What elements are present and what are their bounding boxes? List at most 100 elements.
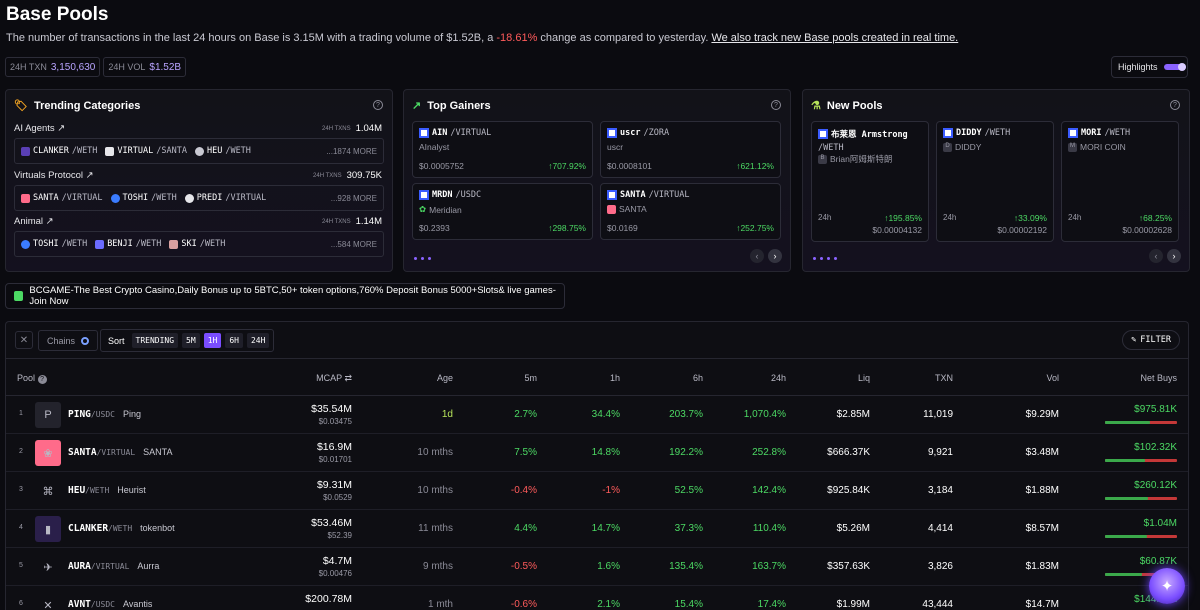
mcap-value: $4.7M [322,555,352,567]
pool-name[interactable]: HEU/WETH Heurist [68,485,146,496]
ad-text[interactable]: BCGAME-The Best Crypto Casino,Daily Bonu… [29,285,556,307]
carousel-dots[interactable] [414,257,431,260]
help-icon[interactable]: ? [37,375,47,384]
dot[interactable] [421,257,424,260]
category-token-row[interactable]: SANTA/VIRTUAL TOSHI/WETH PREDI/VIRTUAL .… [14,185,384,211]
category-label[interactable]: Virtuals Protocol ↗ [14,170,94,181]
gainer-card[interactable]: SANTA/VIRTUAL SANTA $0.0169 ↑252.75% [600,183,781,240]
token-icon [105,146,115,156]
token-chip[interactable]: CLANKER/WETH [21,146,97,156]
chains-selector[interactable]: Chains [38,330,99,351]
sort-1h[interactable]: 1H [203,333,222,348]
dot[interactable] [834,257,837,260]
help-icon[interactable]: ? [771,100,781,110]
token-chip[interactable]: TOSHI/WETH [110,193,177,203]
sort-5m[interactable]: 5M [182,333,200,348]
highlights-toggle[interactable]: Highlights [1111,56,1188,78]
gainer-card[interactable]: uscr/ZORA uscr $0.0008101 ↑621.12% [600,121,781,178]
pair-base: MORI [1081,128,1102,138]
pool-name[interactable]: SANTA/VIRTUAL SANTA [68,447,172,458]
token-icon [21,239,30,249]
pool-quote: /USDC [90,600,115,609]
token-quote: /VIRTUAL [225,193,267,203]
ad-banner[interactable]: BCGAME-The Best Crypto Casino,Daily Bonu… [5,283,565,309]
table-row[interactable]: 3 ⌘ HEU/WETH Heurist $9.31M $0.0529 10 mt… [6,472,1188,510]
col-24h[interactable]: 24h [770,373,786,383]
sort-24h[interactable]: 24H [246,333,270,348]
pool-name[interactable]: AURA/VIRTUAL Aurra [68,561,159,572]
new-pool-card[interactable]: 布莱恩 Armstrong/WETH B Brian阿姆斯特朗 24h ↑195.… [811,121,929,242]
more-link[interactable]: ...584 MORE [330,239,377,249]
token-chip[interactable]: PREDI/VIRTUAL [184,193,267,203]
new-pool-card[interactable]: MORI/WETH M MORI COIN 24h ↑68.25% $0.0000… [1061,121,1179,242]
token-logo: ▮ [35,516,61,542]
assistant-button[interactable]: ✦ [1149,568,1185,604]
chevron-right-icon[interactable]: › [768,249,782,263]
token-chip[interactable]: VIRTUAL/SANTA [105,146,187,156]
table-row[interactable]: 5 ✈ AURA/VIRTUAL Aurra $4.7M $0.00476 9 m… [6,548,1188,586]
filter-button[interactable]: ✎ FILTER [1122,330,1180,350]
more-link[interactable]: ...928 MORE [330,193,377,203]
subtitle-text-2: change as compared to yesterday. [537,32,712,44]
sort-trending[interactable]: TRENDING [131,333,179,348]
token-chip[interactable]: SANTA/VIRTUAL [21,193,103,203]
new-pools-link[interactable]: We also track new Base pools created in … [711,32,959,44]
col-txn[interactable]: TXN [935,373,953,383]
dot[interactable] [827,257,830,260]
chevron-right-icon[interactable]: › [1167,249,1181,263]
category-label[interactable]: Animal ↗ [14,216,54,227]
table-row[interactable]: 4 ▮ CLANKER/WETH tokenbot $53.46M $52.39 … [6,510,1188,548]
gainer-card[interactable]: MRDN/USDC ✿ Meridian $0.2393 ↑298.75% [412,183,593,240]
col-vol[interactable]: Vol [1046,373,1059,383]
row-index: 3 [19,486,23,493]
col-mcap[interactable]: MCAP ⇄ [316,373,352,384]
category-token-row[interactable]: CLANKER/WETH VIRTUAL/SANTA HEU/WETH ...1… [14,138,384,164]
trend-up-icon: ↗ [412,100,422,112]
dot[interactable] [428,257,431,260]
chevron-left-icon[interactable]: ‹ [750,249,764,263]
col-6h[interactable]: 6h [692,373,703,383]
chevron-left-icon[interactable]: ‹ [1149,249,1163,263]
pool-name[interactable]: CLANKER/WETH tokenbot [68,523,175,534]
carousel-arrows: ‹ › [1149,249,1181,263]
change-24h: 110.4% [752,523,786,534]
toggle-switch[interactable] [1163,63,1186,71]
col-net-buys[interactable]: Net Buys [1140,373,1177,383]
dot[interactable] [820,257,823,260]
col-pool[interactable]: Pool ? [17,373,47,384]
more-link[interactable]: ...1874 MORE [326,146,377,156]
sort-6h[interactable]: 6H [225,333,243,348]
dot[interactable] [414,257,417,260]
col-1h[interactable]: 1h [609,373,620,383]
col-age[interactable]: Age [436,373,453,383]
carousel-dots[interactable] [813,257,837,260]
pool-name[interactable]: AVNT/USDC Avantis [68,599,152,610]
token-chip[interactable]: BENJI/WETH [95,239,161,249]
table-row[interactable]: 6 ✕ AVNT/USDC Avantis $200.78M 1 mth -0.6… [6,586,1188,610]
swap-icon[interactable]: ⇄ [344,373,352,383]
token-chip[interactable]: HEU/WETH [194,146,251,156]
new-pool-card[interactable]: DIDDY/WETH D DIDDY 24h ↑33.09% $0.0000219… [936,121,1054,242]
help-icon[interactable]: ? [373,100,383,110]
table-row[interactable]: 2 ❀ SANTA/VIRTUAL SANTA $16.9M $0.01701 1… [6,434,1188,472]
dot[interactable] [813,257,816,260]
txn-count: 11,019 [923,409,953,420]
category-token-row[interactable]: TOSHI/WETH BENJI/WETH SKI/WETH ...584 MO… [14,231,384,257]
table-row[interactable]: 1 P PING/USDC Ping $35.54M $0.03475 1d 2.… [6,396,1188,434]
token-quote: /WETH [135,239,162,249]
pool-token-name: Aurra [137,561,160,571]
token-logo: ⌘ [35,478,61,504]
token-chip[interactable]: SKI/WETH [169,239,225,249]
help-icon[interactable]: ? [1170,100,1180,110]
token-price: $0.00002192 [997,225,1047,235]
col-liq[interactable]: Liq [857,373,870,383]
pool-token-name: Heurist [117,485,146,495]
col-5m[interactable]: 5m [524,373,537,383]
pair-name: AIN/VIRTUAL [419,128,491,138]
token-icon [818,129,828,139]
pool-name[interactable]: PING/USDC Ping [68,409,141,420]
gainer-card[interactable]: AIN/VIRTUAL AInalyst $0.0005752 ↑707.92% [412,121,593,178]
category-label[interactable]: AI Agents ↗ [14,123,66,134]
close-icon[interactable]: ✕ [15,331,33,349]
token-chip[interactable]: TOSHI/WETH [21,239,87,249]
